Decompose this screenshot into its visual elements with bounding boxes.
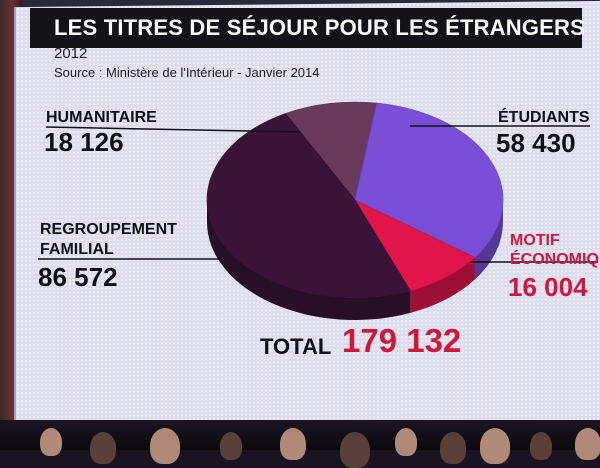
audience-strip [0, 420, 600, 468]
total-label: TOTAL [260, 334, 332, 359]
label-motif-line1: MOTIF [510, 232, 560, 249]
value-motif: 16 004 [508, 272, 588, 302]
pie-side-walls [207, 200, 503, 320]
chart-year: 2012 [54, 45, 88, 62]
label-regroupement-line1: REGROUPEMENT [40, 221, 177, 238]
audience-head [220, 432, 242, 460]
pie-slice-etudiants [354, 102, 504, 258]
title-bar [30, 8, 582, 48]
leader-line-humanitaire [45, 126, 301, 133]
label-motif-line2: ÉCONOMIQ [510, 251, 599, 268]
chart-title: LES TITRES DE SÉJOUR POUR LES ÉTRANGERS [54, 15, 585, 40]
pie-slice-regroupement [206, 113, 411, 299]
pie-slice-humanitaire [285, 101, 378, 201]
pie-slice-motif-side [410, 257, 475, 313]
pie-slice-regroupement-side [207, 200, 411, 320]
audience-head [280, 428, 306, 460]
value-humanitaire: 18 126 [44, 127, 124, 157]
audience-head [530, 432, 552, 460]
chart-source: Source : Ministère de l'Intérieur - Janv… [54, 65, 320, 80]
audience-head [575, 428, 600, 460]
audience-head [40, 428, 62, 456]
total-value: 179 132 [342, 322, 462, 359]
audience-head [90, 432, 116, 464]
audience-head [150, 428, 180, 464]
audience-head [480, 428, 510, 464]
pie-chart [45, 101, 504, 320]
pie-slice-etudiants-side [474, 200, 503, 280]
value-etudiants: 58 430 [496, 128, 576, 158]
label-regroupement-line2: FAMILIAL [40, 241, 114, 258]
audience-head [440, 432, 466, 464]
pie-slice-motif [354, 199, 476, 292]
value-regroupement: 86 572 [38, 262, 118, 292]
label-humanitaire: HUMANITAIRE [46, 109, 157, 126]
audience-head [340, 432, 370, 468]
audience-head [395, 428, 417, 456]
label-etudiants: ÉTUDIANTS [498, 109, 590, 126]
